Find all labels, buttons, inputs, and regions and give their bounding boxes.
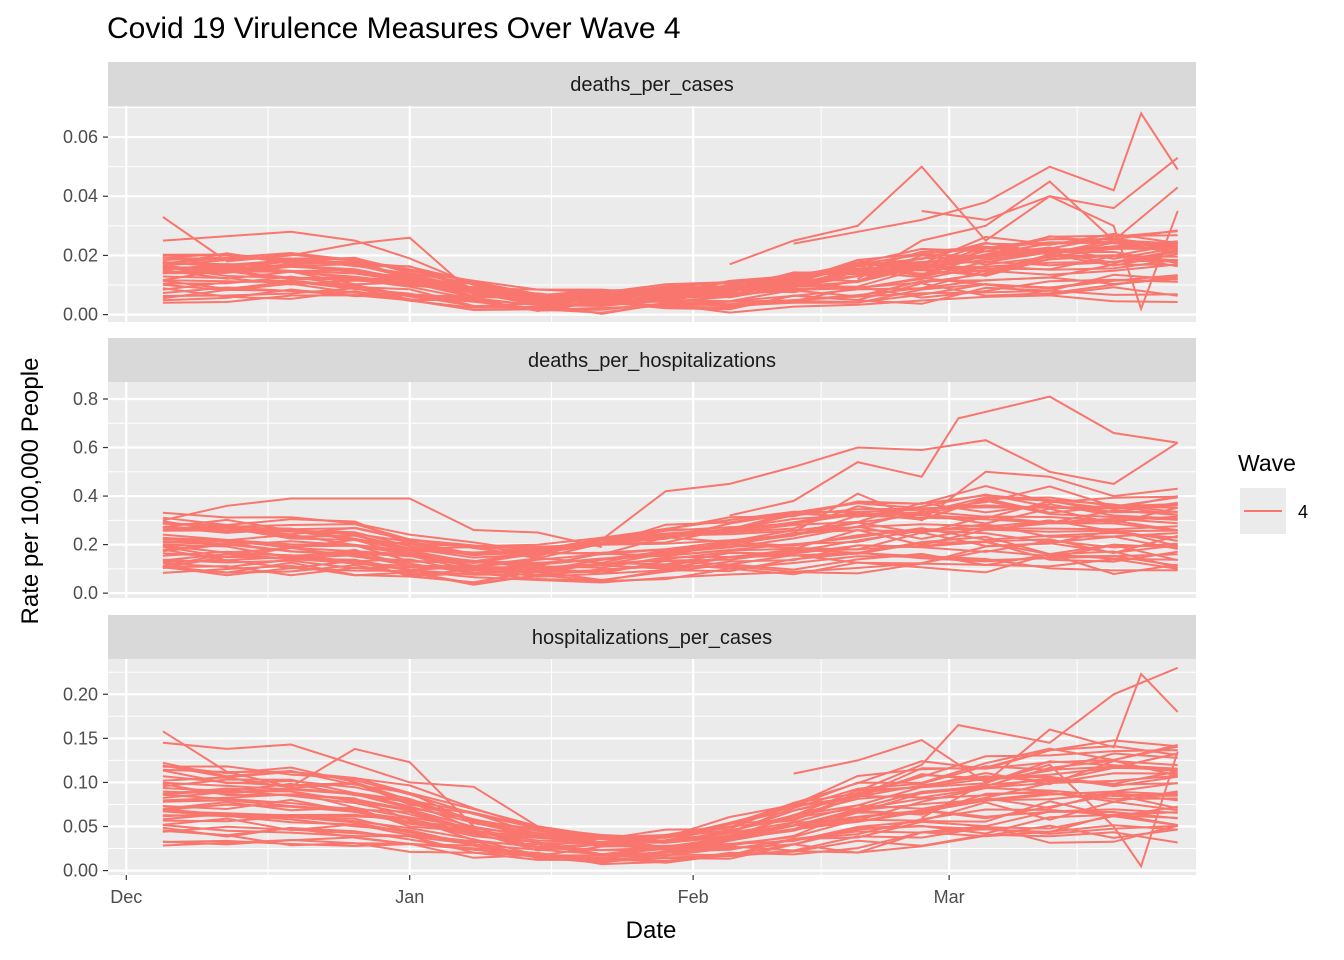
- x-axis-title: Date: [626, 917, 677, 944]
- y-tick-label: 0.10: [63, 772, 98, 792]
- chart-title: Covid 19 Virulence Measures Over Wave 4: [107, 12, 681, 45]
- series-lines: [162, 111, 1179, 315]
- y-tick-label: 0.05: [63, 817, 98, 837]
- y-tick-label: 0.00: [63, 861, 98, 881]
- facet-strip-label: deaths_per_cases: [570, 74, 733, 96]
- series-line: [162, 775, 1178, 845]
- panels: deaths_per_cases0.000.020.040.06deaths_p…: [63, 62, 1196, 881]
- series-line: [162, 216, 475, 295]
- series-line: [162, 495, 1178, 551]
- series-line: [162, 239, 1178, 301]
- y-tick-label: 0.15: [63, 728, 98, 748]
- y-tick-label: 0.00: [63, 305, 98, 325]
- y-tick-label: 0.8: [73, 389, 98, 409]
- x-tick-label: Feb: [678, 887, 709, 907]
- series-line: [921, 195, 1179, 312]
- facet-strip-label: deaths_per_hospitalizations: [528, 350, 776, 372]
- series-line: [162, 275, 1178, 311]
- series-lines: [162, 395, 1179, 586]
- panel-hospitalizations-per-cases: hospitalizations_per_cases 0.00 0.05 0.10 0.…: [63, 615, 1196, 881]
- series-line: [162, 539, 1178, 574]
- y-tick-label: 0.4: [73, 486, 98, 506]
- series-line: [793, 470, 1178, 534]
- series-lines: [162, 666, 1179, 869]
- facet-strip-label: hospitalizations_per_cases: [532, 627, 772, 649]
- series-line: [162, 258, 1178, 306]
- y-tick-label: 0.06: [63, 127, 98, 147]
- series-line: [793, 672, 1179, 784]
- facet-strip: [108, 338, 1196, 382]
- panel-deaths-per-hospitalizations: deaths_per_hospitalizations 0.0 0.2 0.4 0.6 0…: [73, 338, 1196, 603]
- x-tick-label: Jan: [395, 887, 424, 907]
- x-tick-label: Dec: [110, 887, 142, 907]
- series-line: [162, 741, 539, 828]
- legend: Wave 4: [1238, 450, 1308, 534]
- y-tick-label: 0.2: [73, 535, 98, 555]
- series-line: [793, 111, 1179, 245]
- series-line: [162, 549, 1178, 585]
- series-line: [921, 751, 1179, 869]
- x-tick-label: Mar: [934, 887, 965, 907]
- series-line: [162, 749, 1178, 841]
- series-line: [162, 552, 1178, 582]
- series-line: [729, 157, 1179, 266]
- series-line: [857, 666, 1179, 793]
- series-line: [162, 811, 1178, 862]
- series-line: [162, 517, 1178, 565]
- series-line: [162, 494, 1178, 558]
- series-line: [162, 534, 1178, 574]
- y-tick-label: 0.02: [63, 245, 98, 265]
- y-tick-label: 0.0: [73, 583, 98, 603]
- series-line: [162, 230, 538, 301]
- series-line: [162, 552, 1178, 586]
- series-line: [162, 786, 1178, 852]
- facet-strip: [108, 62, 1196, 106]
- series-line: [162, 808, 1178, 860]
- series-line: [162, 496, 1178, 555]
- legend-title: Wave: [1238, 450, 1296, 476]
- series-line: [162, 528, 1178, 572]
- series-line: [729, 395, 1178, 517]
- y-tick-label: 0.20: [63, 684, 98, 704]
- series-line: [162, 765, 1178, 845]
- series-line: [162, 497, 602, 548]
- series-line: [162, 759, 1178, 848]
- series-line: [162, 730, 475, 828]
- y-axis-title: Rate per 100,000 People: [17, 358, 44, 625]
- series-line: [162, 515, 1178, 566]
- facet-strip: [108, 615, 1196, 659]
- series-line: [162, 831, 1178, 863]
- series-line: [857, 180, 1179, 280]
- y-tick-label: 0.04: [63, 186, 98, 206]
- legend-label: 4: [1298, 502, 1308, 522]
- series-line: [162, 497, 1178, 560]
- y-tick-label: 0.6: [73, 438, 98, 458]
- series-line: [162, 273, 1178, 312]
- series-line: [162, 501, 1178, 554]
- panel-deaths-per-cases: deaths_per_cases 0.00 0.02 0.04 0.06: [63, 62, 1196, 325]
- series-line: [601, 439, 1179, 541]
- x-axis: Dec Jan Feb Mar: [110, 875, 965, 907]
